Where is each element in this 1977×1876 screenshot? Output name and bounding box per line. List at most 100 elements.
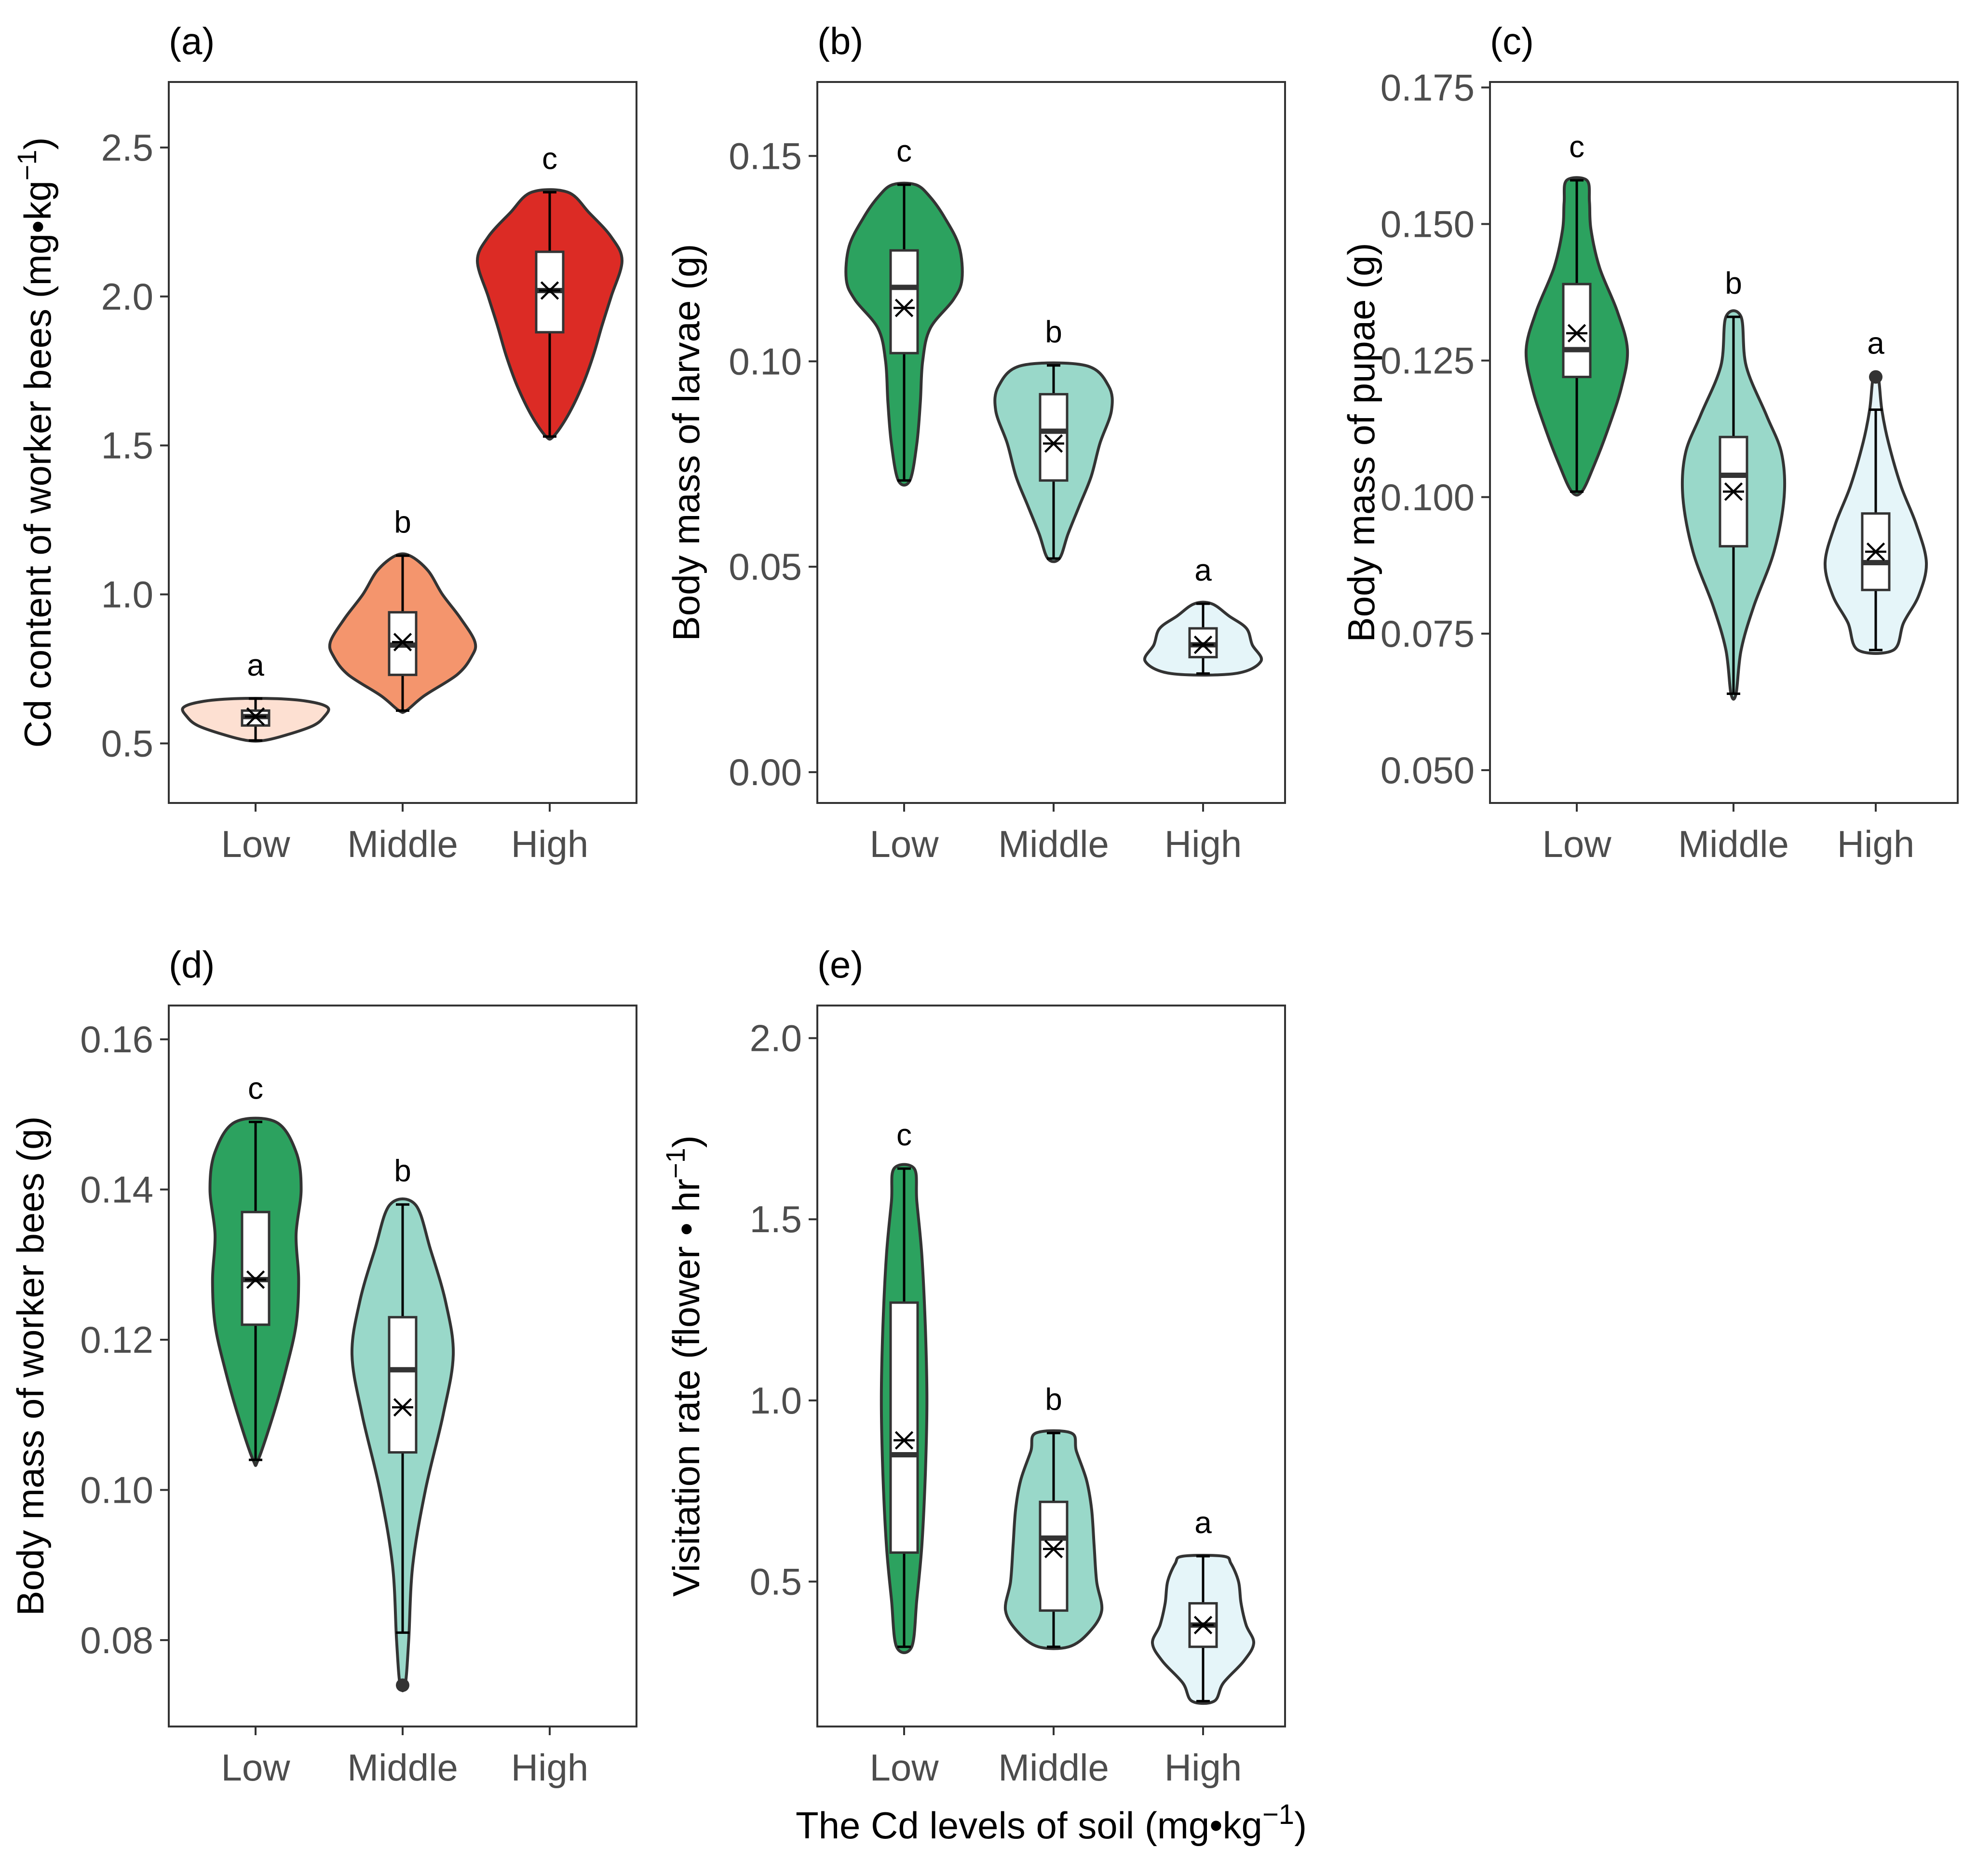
mean-marker-a-high [539,281,560,300]
main-x-axis-title: The Cd levels of soil (mg•kg−1) [796,1799,1307,1847]
x-tick-label-a: High [511,823,588,865]
x-tick-label-d: Middle [347,1746,458,1789]
mean-stroke [1044,434,1063,453]
mean-marker-c-high [1865,542,1886,561]
sig-letter-c-low: c [1569,129,1584,164]
main-x-axis-title-close: ) [1294,1804,1307,1847]
y-tick-label-b: 0.00 [729,751,802,793]
sig-letter-d-low: c [248,1071,263,1105]
plot-frame-e [816,1005,1286,1727]
mean-stroke [540,281,559,300]
mean-marker-b-high [1192,635,1214,654]
x-tick-label-b: High [1165,823,1242,865]
violin-group-a-high: c [475,141,624,441]
violin-group-a-middle: b [328,504,477,714]
mean-marker-a-low [245,707,266,726]
y-tick-label-c: 0.150 [1381,203,1475,245]
mean-stroke [894,299,914,317]
x-tick-label-c: Middle [1678,823,1789,865]
y-axis-title-text-a: Cd content of worker bees (mg•kg [16,180,59,748]
outlier-d-middle [396,1678,409,1692]
sig-letter-b-low: c [896,134,912,168]
y-axis-title-d: Body mass of worker bees (g) [9,1116,52,1616]
box-d-middle [388,1316,418,1454]
sig-letter-e-high: a [1194,1505,1212,1540]
mean-marker-d-low [245,1270,266,1289]
y-tick-label-d: 0.12 [80,1319,153,1361]
plot-frame-c [1489,81,1959,804]
mean-stroke [1193,1616,1213,1634]
y-tick-label-e: 2.0 [750,1017,802,1060]
mean-stroke [393,1398,412,1417]
mean-stroke [1724,482,1743,501]
sig-letter-b-middle: b [1045,314,1062,349]
y-tick-label-a: 1.5 [101,424,153,467]
y-tick-label-c: 0.100 [1381,476,1475,518]
sig-letter-c-middle: b [1725,266,1742,300]
y-axis-title-close-e: ) [665,1135,707,1148]
y-tick-label-c: 0.075 [1381,612,1475,655]
panels: (a) 0.5 1.0 1.5 2.0 2.5 Low Middle High Cd conten… [9,20,1959,1789]
violin-group-b-middle: b [993,314,1114,563]
y-axis-title-b: Body mass of larvae (g) [665,244,707,641]
violin-group-c-middle: b [1680,266,1787,701]
sig-letter-c-high: a [1867,326,1884,361]
y-tick-label-c: 0.175 [1381,66,1475,109]
x-tick-label-a: Low [221,823,290,865]
panel-c: (c) 0.050 0.075 0.100 0.125 0.150 0.175 Low Midd… [1340,20,1959,865]
x-tick-label-e: Low [869,1746,939,1789]
mean-marker-c-middle [1723,482,1744,501]
y-tick-label-a: 1.0 [101,573,153,616]
mean-stroke [1044,1539,1063,1559]
mean-marker-d-middle [392,1398,413,1417]
x-tick-label-c: High [1837,823,1914,865]
violin-group-c-low: c [1524,129,1629,497]
mean-stroke [1567,324,1586,343]
y-tick-label-e: 0.5 [750,1560,802,1603]
mean-stroke [246,1270,265,1289]
y-tick-label-d: 0.08 [80,1619,153,1661]
panel-d: (d) 0.08 0.10 0.12 0.14 0.16 Low Middle High Body… [9,943,637,1789]
y-tick-label-c: 0.050 [1381,749,1475,791]
y-tick-label-e: 1.0 [750,1379,802,1422]
violin-group-a-low: a [181,648,330,743]
violin-group-c-high: a [1823,326,1928,655]
y-axis-title-c: Body mass of pupae (g) [1340,243,1382,642]
sig-letter-a-low: a [247,648,264,682]
box-e-low [889,1301,919,1554]
panel-b: (b) 0.00 0.05 0.10 0.15 Low Middle High Body mas… [665,20,1286,865]
x-tick-label-b: Low [869,823,939,865]
plot-frame-b [816,81,1286,804]
panel-label-d: (d) [169,943,215,986]
sig-letter-a-middle: b [394,504,411,539]
violin-group-d-low: c [208,1071,303,1467]
y-tick-label-d: 0.14 [80,1169,153,1211]
violin-group-b-high: a [1143,553,1263,677]
y-axis-title-text-e: Visitation rate (flower • hr [665,1179,707,1597]
box-b-middle [1039,393,1069,482]
violin-group-e-high: a [1151,1505,1255,1705]
x-tick-label-e: Middle [998,1746,1109,1789]
y-tick-label-e: 1.5 [750,1198,802,1240]
x-tick-label-d: Low [221,1746,290,1789]
mean-marker-e-low [894,1431,915,1450]
y-axis-title-e: Visitation rate (flower • hr−1) [660,1135,707,1597]
x-tick-label-e: High [1165,1746,1242,1789]
x-tick-label-b: Middle [998,823,1109,865]
mean-stroke [1866,542,1885,561]
violin-group-d-middle: b [350,1154,455,1692]
outlier-c-high [1869,370,1882,384]
mean-stroke [894,1431,914,1450]
mean-marker-e-high [1192,1616,1214,1634]
y-tick-label-b: 0.05 [729,545,802,588]
mean-marker-b-middle [1043,434,1064,453]
sig-letter-a-high: c [542,141,557,176]
main-x-axis-title-sup: −1 [1262,1799,1294,1830]
y-axis-title-text-b: Body mass of larvae (g) [665,244,707,641]
mean-marker-c-low [1566,324,1587,343]
sig-letter-e-middle: b [1045,1382,1062,1416]
mean-stroke [1193,635,1213,654]
y-tick-label-c: 0.125 [1381,340,1475,382]
y-tick-label-a: 0.5 [101,722,153,764]
box-c-low [1562,283,1592,379]
